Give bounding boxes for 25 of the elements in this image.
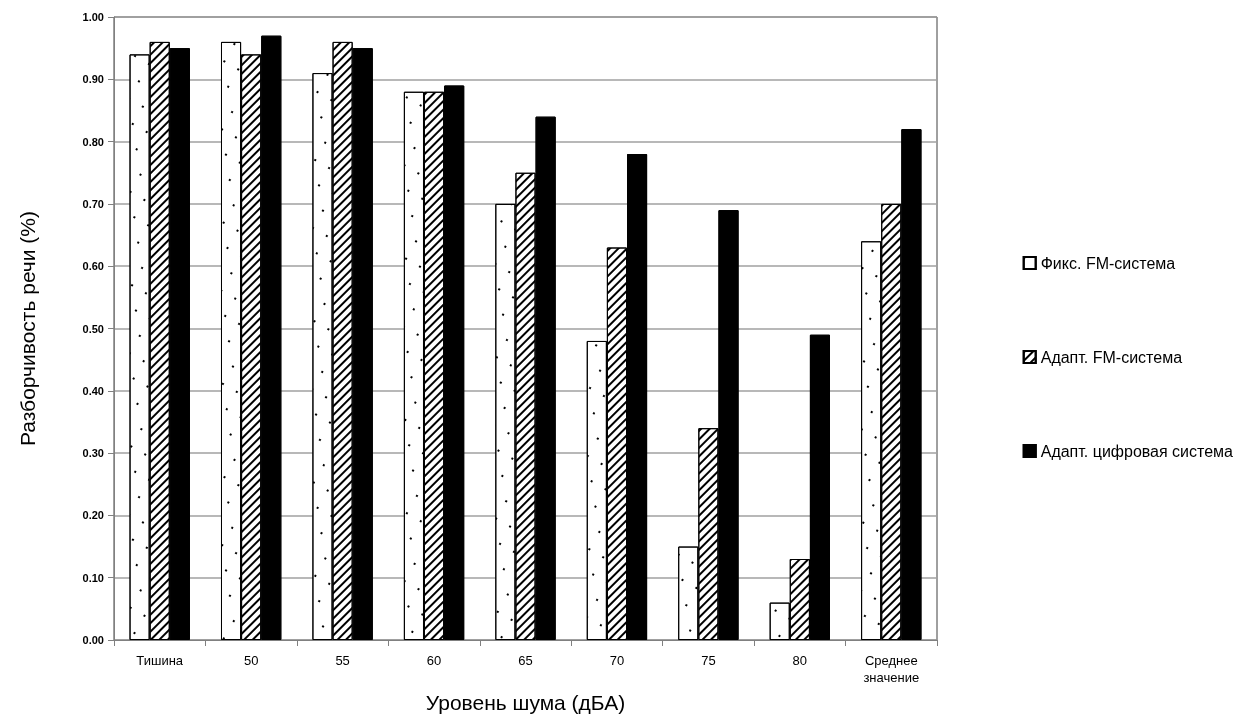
x-tick-label: Тишина [136, 653, 184, 668]
x-tick-label: 70 [609, 653, 625, 668]
y-tick-label: 0.00 [82, 634, 104, 646]
legend-label: Адапт. цифровая система [1040, 442, 1234, 460]
y-tick-label: 0.30 [82, 447, 104, 460]
x-tick-label: 50 [243, 653, 259, 668]
x-tick-label: 65 [518, 653, 533, 668]
legend-label: Адапт. FM-система [1040, 348, 1183, 366]
x-tick-label: Среднее значение [863, 653, 920, 685]
y-tick-label: 1.00 [82, 11, 104, 23]
y-tick-label: 0.70 [82, 197, 104, 210]
x-tick-label: 75 [701, 653, 716, 668]
y-axis-title: Разборчивость речи (%) [16, 210, 39, 447]
y-tick-label: 0.80 [82, 135, 104, 148]
y-tick-label: 0.90 [82, 73, 104, 86]
y-tick-label: 0.60 [82, 260, 104, 273]
y-tick-label: 0.10 [82, 571, 104, 584]
x-tick-label: 60 [426, 653, 442, 668]
x-tick-label: 80 [792, 653, 808, 668]
y-tick-label: 0.50 [82, 322, 104, 335]
y-tick-label: 0.20 [82, 509, 104, 522]
legend-label: Фикс. FM-система [1040, 254, 1176, 272]
x-axis-title: Уровень шума (дБА) [425, 691, 626, 714]
x-tick-label: 55 [335, 653, 350, 668]
y-tick-label: 0.40 [82, 384, 104, 397]
